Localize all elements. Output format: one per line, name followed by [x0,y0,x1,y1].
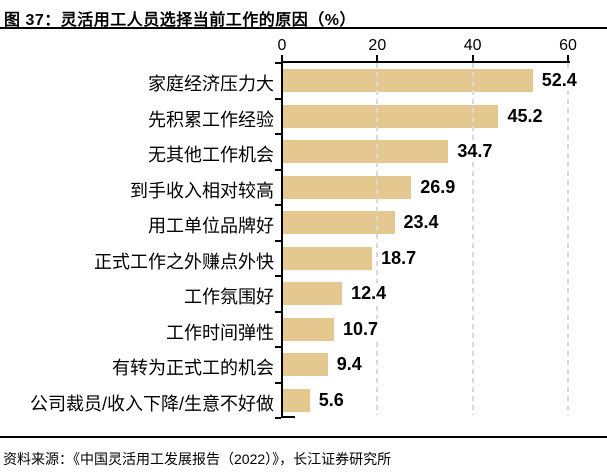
bar [283,246,373,270]
y-axis-tick [275,62,281,64]
x-axis-line [281,61,570,63]
bar [283,282,343,306]
category-label: 无其他工作机会 [148,145,274,166]
value-label: 12.4 [349,283,389,305]
y-axis-line [281,61,283,418]
bar [283,317,334,341]
value-label: 10.7 [341,318,381,340]
x-axis-tick [376,55,379,62]
bar [283,353,328,377]
y-axis-tick [275,97,281,100]
bar [283,104,499,128]
bar [283,69,533,93]
y-axis-tick [275,168,281,171]
value-label: 9.4 [334,354,364,376]
gridline [471,63,474,415]
source-note: 资料来源：《中国灵活用工发展报告（2022）》，长江证券研究所 [3,451,392,467]
y-axis-tick [275,346,281,348]
x-axis-tick [471,55,474,62]
bar [283,140,449,164]
bar [283,175,412,199]
axis-corner [283,416,295,418]
figure-title: 图 37：灵活用工人员选择当前工作的原因（%） [4,12,356,29]
category-label: 家庭经济压力大 [148,74,274,95]
footer-divider [0,436,607,438]
x-axis-tick [281,55,283,62]
value-label: 23.4 [401,212,441,234]
y-axis-tick [275,204,281,206]
y-axis-tick [275,417,281,419]
value-label: 5.6 [316,389,346,411]
category-label: 工作氛围好 [184,287,274,308]
x-axis-tick-label: 60 [559,37,577,54]
category-label: 到手收入相对较高 [130,180,274,201]
x-axis-tick [567,55,569,62]
category-label: 先积累工作经验 [148,109,274,130]
value-label: 52.4 [539,70,579,92]
category-label: 正式工作之外赚点外快 [94,251,274,272]
gridline [567,63,569,415]
category-label: 工作时间弹性 [166,322,274,343]
x-axis-tick-label: 20 [368,37,387,54]
y-axis-tick [275,133,281,135]
category-label: 用工单位品牌好 [148,216,274,237]
value-label: 34.7 [455,141,495,163]
y-axis-tick [275,275,281,277]
gridline [376,63,379,415]
category-label: 有转为正式工的机会 [112,358,274,379]
bar [283,388,310,412]
bar-chart: 0 20 40 60 家庭经济压力大 52.4 先积累工作经验 45.2 无其他工作机会 34.… [29,37,579,419]
title-divider [0,27,607,29]
value-label: 45.2 [505,105,545,127]
value-label: 26.9 [418,176,458,198]
y-axis-tick [275,381,281,384]
category-label: 公司裁员/收入下降/生意不好做 [29,393,274,414]
bar [283,211,395,235]
x-axis-tick-label: 40 [463,37,482,54]
y-axis-tick [275,239,281,242]
y-axis-tick [275,310,281,313]
value-label: 18.7 [379,247,419,269]
x-axis-tick-label: 0 [277,37,287,54]
